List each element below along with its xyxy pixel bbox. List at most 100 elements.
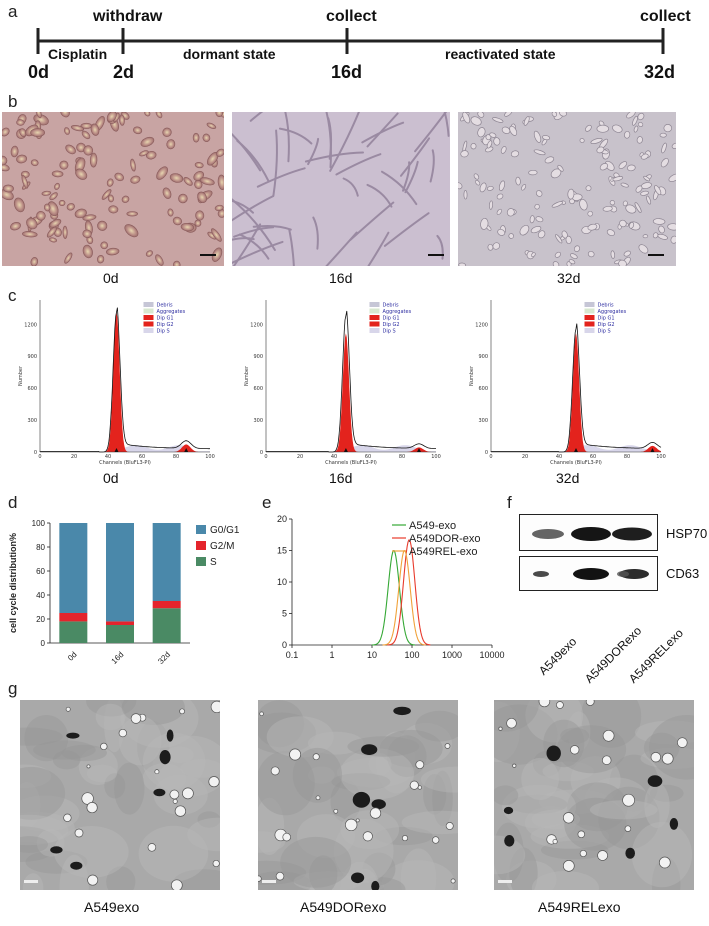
- tem-texture: [33, 740, 96, 760]
- legend-swatch: [143, 321, 154, 327]
- y-axis-label: cell cycle distribution%: [8, 533, 18, 633]
- tem-texture: [153, 774, 208, 815]
- tem-texture: [494, 700, 540, 732]
- cell: [197, 191, 207, 203]
- exosome: [512, 763, 517, 768]
- tem-image-a549dorexo: [258, 700, 458, 890]
- cell: [443, 112, 450, 137]
- exosome: [602, 729, 615, 742]
- cell: [232, 195, 275, 222]
- tem-texture: [651, 857, 681, 890]
- cell: [217, 174, 224, 190]
- micrograph-0d: [2, 112, 224, 266]
- tem-texture: [401, 810, 458, 835]
- y-tick-label: 900: [253, 354, 263, 360]
- cell: [509, 125, 518, 136]
- cell: [130, 175, 141, 184]
- micrograph-0d-image: [2, 112, 224, 266]
- cell: [173, 260, 181, 266]
- cell: [114, 172, 124, 182]
- tem-texture: [293, 871, 363, 890]
- tem-texture: [631, 821, 693, 888]
- legend-label: Dip G1: [157, 316, 174, 322]
- tem-texture: [570, 756, 621, 805]
- cell: [551, 201, 564, 208]
- exosome: [506, 717, 517, 729]
- scale-bar: [428, 254, 444, 256]
- peak-marker: [114, 448, 119, 452]
- cell: [183, 177, 193, 186]
- y-tick-label: 10: [277, 577, 287, 587]
- y-tick-label: 600: [27, 386, 37, 392]
- exosome: [312, 753, 320, 761]
- cell: [626, 112, 636, 119]
- exosome: [661, 752, 674, 765]
- cell: [172, 216, 183, 226]
- cell: [477, 127, 486, 138]
- cell: [232, 240, 284, 265]
- western-blot-image: [519, 514, 658, 591]
- x-tick-label: 80: [399, 454, 405, 460]
- y-tick-label: 100: [32, 519, 46, 528]
- exosome: [179, 708, 185, 715]
- y-tick-label: 60: [36, 567, 45, 576]
- cell: [288, 228, 295, 266]
- cell: [654, 185, 662, 195]
- tem-texture: [258, 700, 305, 748]
- exosome: [444, 743, 451, 749]
- tem-texture: [20, 814, 69, 846]
- exosome: [170, 879, 183, 890]
- panel-label-d: d: [8, 493, 18, 512]
- cell: [636, 136, 643, 144]
- dark-particle: [504, 835, 515, 847]
- cell: [70, 125, 85, 132]
- legend-swatch: [584, 308, 595, 314]
- exosome: [624, 825, 632, 832]
- dark-particle: [351, 872, 365, 884]
- tem-texture: [173, 869, 220, 890]
- cell: [486, 185, 494, 191]
- cell: [640, 153, 649, 160]
- micrograph-16d: [232, 112, 450, 266]
- tem-texture: [20, 826, 60, 862]
- exosome: [622, 793, 635, 807]
- cell: [202, 133, 211, 142]
- cell: [325, 112, 332, 169]
- cell: [618, 259, 627, 266]
- exosome: [498, 726, 503, 731]
- cell: [477, 112, 485, 118]
- legend-swatch: [196, 525, 206, 534]
- cell: [568, 259, 576, 265]
- legend-swatch: [369, 321, 380, 327]
- cell: [626, 164, 636, 172]
- bar-segment: [152, 608, 181, 643]
- cell: [361, 121, 405, 144]
- tem-texture: [138, 825, 209, 882]
- cell: [585, 185, 592, 192]
- cell: [133, 126, 143, 135]
- cell: [579, 138, 585, 143]
- cell: [620, 182, 629, 188]
- x-tick-label: 1: [329, 650, 334, 660]
- cell: [130, 158, 136, 172]
- cell: [463, 190, 468, 200]
- cell: [284, 112, 290, 163]
- cell: [671, 142, 676, 149]
- cell: [585, 124, 592, 132]
- cell: [498, 180, 506, 192]
- y-tick-label: 0: [34, 450, 37, 456]
- timeline-reactivated-label: reactivated state: [445, 46, 556, 62]
- cell: [519, 224, 530, 236]
- x-tick-label: 0d: [66, 650, 79, 663]
- cell: [30, 159, 39, 167]
- panel-label-b: b: [8, 92, 18, 111]
- cell: [590, 138, 603, 144]
- exosome: [182, 787, 194, 800]
- cell: [529, 215, 535, 224]
- exosome: [100, 742, 108, 751]
- cell: [162, 187, 172, 199]
- tem-texture: [307, 731, 364, 755]
- tem-texture: [538, 789, 612, 815]
- cell: [489, 200, 493, 210]
- y-tick-label: 600: [253, 386, 263, 392]
